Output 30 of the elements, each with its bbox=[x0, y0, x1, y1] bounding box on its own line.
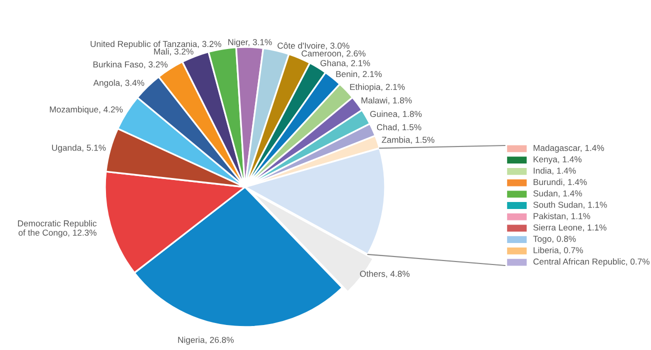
slice-label: Mozambique, 4.2% bbox=[50, 106, 123, 114]
slice-label: Guinea, 1.8% bbox=[370, 110, 422, 118]
slice-label: Ethiopia, 2.1% bbox=[350, 84, 405, 92]
category-label: Burundi, 1.4% bbox=[534, 178, 587, 186]
slice-label: Angola, 3.4% bbox=[93, 80, 144, 88]
category-label: Kenya, 1.4% bbox=[534, 156, 582, 164]
slice-label: Zambia, 1.5% bbox=[382, 136, 434, 144]
slice-label: Democratic Republic of the Congo, 12.3% bbox=[18, 220, 97, 238]
category-label: Sierra Leone, 1.1% bbox=[533, 224, 606, 232]
slice-label: Mali, 3.2% bbox=[154, 48, 194, 56]
category-label: Togo, 0.8% bbox=[533, 236, 576, 244]
slice-label: Uganda, 5.1% bbox=[52, 144, 106, 152]
slice-label: Côte d'Ivoire, 3.0% bbox=[278, 42, 350, 50]
slice-label: Cameroon, 2.6% bbox=[302, 50, 366, 58]
category-label: Central African Republic, 0.7% bbox=[533, 258, 650, 266]
slice-label: Malawi, 1.8% bbox=[362, 97, 412, 104]
category-label: Madagascar, 1.4% bbox=[534, 144, 604, 153]
slice-label: Nigeria, 26.8% bbox=[178, 336, 234, 345]
slice-label: Benin, 2.1% bbox=[336, 70, 382, 78]
category-label: South Sudan, 1.1% bbox=[533, 201, 607, 209]
slice-label: United Republic of Tanzania, 3.2% bbox=[90, 40, 222, 49]
category-label: Pakistan, 1.1% bbox=[534, 212, 590, 220]
slice-label: Chad, 1.5% bbox=[376, 124, 422, 132]
category-label: India, 1.4% bbox=[534, 167, 576, 175]
category-label: Liberia, 0.7% bbox=[534, 246, 583, 254]
slice-label: Ghana, 2.1% bbox=[320, 60, 370, 68]
slice-label: Burkina Faso, 3.2% bbox=[93, 61, 168, 68]
slice-label: Niger, 3.1% bbox=[228, 38, 272, 47]
slice-label: Others, 4.8% bbox=[360, 270, 410, 278]
category-label: Sudan, 1.4% bbox=[533, 190, 582, 198]
